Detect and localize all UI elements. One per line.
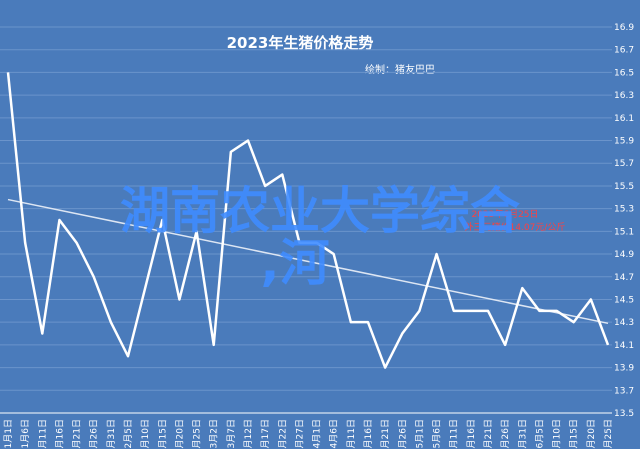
x-tick-label: 5月16日 [466,419,477,449]
x-tick-label: 1月21日 [72,419,83,449]
x-tick-label: 5月21日 [483,419,494,449]
x-tick-label: 4月6日 [329,419,340,448]
x-tick-label: 6月25日 [603,419,614,449]
x-tick-label: 4月16日 [363,419,374,449]
y-tick-label: 16.1 [614,114,634,124]
chart-title: 2023年生猪价格走势 [227,34,374,52]
x-tick-label: 2月25日 [192,419,203,449]
watermark: 湖南农业大学综合 [120,182,520,240]
x-tick-label: 3月22日 [277,419,288,449]
x-tick-label: 3月2日 [209,419,220,448]
annotation: 2023年6月25日 [471,208,538,220]
x-tick-label: 3月17日 [260,419,271,449]
x-tick-label: 1月1日 [3,419,14,448]
x-tick-label: 1月16日 [54,419,65,449]
x-tick-label: 5月11日 [449,419,460,449]
x-tick-label: 6月5日 [534,419,545,448]
y-tick-label: 15.9 [614,137,634,147]
y-tick-label: 16.7 [614,46,634,56]
price-line [6,72,610,369]
y-tick-label: 16.9 [614,23,634,33]
y-tick-label: 15.1 [614,227,634,237]
x-tick-label: 4月11日 [346,419,357,449]
x-tick-label: 3月27日 [294,419,305,449]
x-tick-label: 6月20日 [586,419,597,449]
x-tick-label: 5月31日 [517,419,528,449]
y-tick-label: 15.7 [614,159,634,169]
x-tick-label: 5月1日 [414,419,425,448]
x-tick-label: 2月15日 [157,419,168,449]
x-tick-label: 5月26日 [500,419,511,449]
y-tick-label: 16.3 [614,91,634,101]
y-tick-label: 13.5 [614,409,634,419]
y-tick-label: 15.5 [614,182,634,192]
x-tick-label: 1月26日 [89,419,100,449]
x-tick-label: 3月7日 [226,419,237,448]
x-tick-label: 2月5日 [123,419,134,448]
y-tick-label: 15.3 [614,205,634,215]
watermark: ,河 [261,234,330,292]
x-tick-label: 3月12日 [243,419,254,449]
x-tick-label: 2月10日 [140,419,151,449]
y-tick-label: 13.7 [614,386,634,396]
x-tick-label: 1月11日 [37,419,48,449]
y-tick-label: 14.1 [614,341,634,351]
x-tick-label: 4月1日 [312,419,323,448]
x-tick-label: 4月21日 [380,419,391,449]
x-tick-label: 4月26日 [397,419,408,449]
x-tick-label: 2月20日 [174,419,185,449]
x-tick-label: 1月6日 [20,419,31,448]
y-tick-label: 14.9 [614,250,634,260]
y-tick-label: 16.5 [614,68,634,78]
x-tick-label: 1月31日 [106,419,117,449]
y-tick-label: 14.3 [614,318,634,328]
annotation: 外三元猪价14.07元/公斤 [465,221,566,233]
y-tick-label: 14.5 [614,295,634,305]
x-tick-label: 5月6日 [432,419,443,448]
x-tick-label: 6月15日 [569,419,580,449]
y-tick-label: 14.7 [614,273,634,283]
trend-line [7,198,609,325]
x-tick-label: 6月10日 [552,419,563,449]
chart-subtitle: 绘制：猪友巴巴 [365,63,435,76]
y-tick-label: 13.9 [614,364,634,374]
